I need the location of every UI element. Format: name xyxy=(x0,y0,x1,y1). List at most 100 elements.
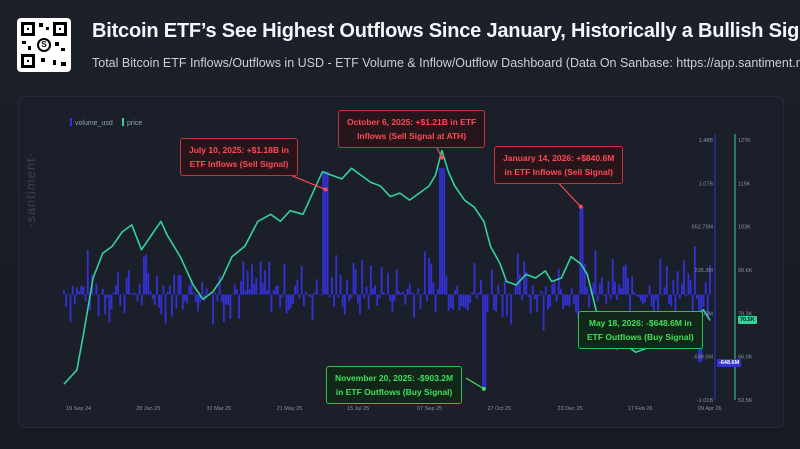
volume-tick-label: 1.07B xyxy=(699,181,714,187)
legend-price: price xyxy=(122,118,142,127)
volume-bar xyxy=(523,261,526,295)
volume-bar xyxy=(242,261,245,295)
price-tick-label: 53.5K xyxy=(738,398,753,404)
volume-bar xyxy=(469,294,472,303)
volume-bar xyxy=(95,283,98,295)
volume-bar xyxy=(549,294,552,308)
volume-bar xyxy=(354,268,357,295)
volume-bar xyxy=(702,294,705,307)
volume-bar xyxy=(560,288,562,295)
volume-bar xyxy=(644,294,647,303)
volume-bar xyxy=(320,294,323,296)
volume-bar xyxy=(514,284,517,295)
volume-bar xyxy=(639,294,642,301)
volume-bar xyxy=(529,294,532,314)
volume-bar xyxy=(199,294,202,303)
volume-bar xyxy=(369,265,372,295)
volume-bar xyxy=(618,283,621,295)
volume-bar xyxy=(322,171,325,295)
volume-bar xyxy=(434,294,437,313)
volume-bar xyxy=(292,294,294,304)
volume-bar xyxy=(127,270,130,295)
volume-bar xyxy=(501,294,504,317)
annotation-arrow xyxy=(465,377,485,390)
price-tick-label: 115K xyxy=(738,181,751,187)
volume-bar xyxy=(244,291,247,295)
volume-bar xyxy=(343,294,346,315)
volume-bar xyxy=(279,294,281,308)
volume-bar xyxy=(536,294,539,312)
volume-bar xyxy=(78,291,81,295)
volume-bar xyxy=(516,253,519,295)
volume-bar xyxy=(443,168,446,295)
annotation-arrow-head xyxy=(439,155,444,160)
volume-bar xyxy=(272,290,275,295)
volume-bar xyxy=(592,282,595,295)
volume-bar xyxy=(350,294,353,299)
volume-bar xyxy=(657,294,660,317)
price-tick-label: 66.0K xyxy=(738,355,753,361)
volume-bar xyxy=(665,265,668,295)
volume-bar xyxy=(216,294,219,302)
annotation-arrow-head xyxy=(481,386,486,391)
volume-bar xyxy=(140,294,143,306)
volume-bar xyxy=(311,294,314,321)
volume-bar xyxy=(337,294,340,298)
volume-bar xyxy=(121,293,124,295)
volume-bar xyxy=(255,277,258,295)
volume-bar xyxy=(80,285,83,295)
volume-bar xyxy=(691,294,694,316)
volume-bar xyxy=(339,275,342,295)
volume-bar xyxy=(382,292,385,295)
volume-bar xyxy=(184,294,186,302)
volume-bar xyxy=(175,294,178,309)
volume-bar xyxy=(99,293,102,295)
volume-bar xyxy=(477,292,480,295)
volume-bar xyxy=(305,291,307,295)
volume-bar xyxy=(387,272,389,295)
volume-bar xyxy=(419,294,422,310)
volume-bar xyxy=(173,274,176,295)
volume-bar xyxy=(276,285,279,295)
volume-bar xyxy=(274,286,277,295)
price-tick-label: 127K xyxy=(738,138,751,144)
volume-bar xyxy=(484,294,487,389)
volume-bar xyxy=(104,294,106,315)
volume-bar xyxy=(331,277,333,295)
volume-bar xyxy=(395,269,398,295)
volume-bar xyxy=(525,271,528,295)
volume-bar xyxy=(268,262,271,295)
volume-bar xyxy=(497,284,500,295)
legend-volume: volume_usd xyxy=(70,118,113,127)
price-tick-label: 90.6K xyxy=(738,268,753,274)
volume-bar xyxy=(270,294,273,313)
annotation-arrow-head xyxy=(323,187,328,192)
x-tick-label: 21 May 25 xyxy=(277,406,303,412)
volume-bar xyxy=(259,261,262,295)
latest-volume-tag: -648.6M xyxy=(717,359,742,367)
volume-bar xyxy=(84,294,87,302)
volume-bar xyxy=(110,294,113,310)
volume-bar xyxy=(253,283,256,295)
volume-bar xyxy=(65,294,68,307)
volume-bar xyxy=(153,294,156,305)
volume-bar xyxy=(397,291,400,295)
volume-bar xyxy=(460,294,463,307)
volume-bar xyxy=(572,294,575,304)
volume-bar xyxy=(436,288,439,295)
volume-bar xyxy=(307,294,310,296)
volume-bar xyxy=(194,294,197,303)
volume-bar xyxy=(605,294,608,304)
volume-bar xyxy=(117,272,119,295)
volume-bar xyxy=(421,293,424,295)
volume-bar xyxy=(192,292,195,295)
volume-bar xyxy=(456,285,459,295)
volume-bar xyxy=(462,294,465,308)
volume-bar xyxy=(475,294,478,300)
volume-bar xyxy=(661,294,664,296)
annotation-january-inflows: January 14, 2026: +$840.6M in ETF Inflows… xyxy=(494,146,624,184)
volume-bar xyxy=(430,263,433,295)
volume-bar xyxy=(583,263,586,295)
volume-bar xyxy=(285,294,288,314)
volume-bar xyxy=(229,294,232,320)
